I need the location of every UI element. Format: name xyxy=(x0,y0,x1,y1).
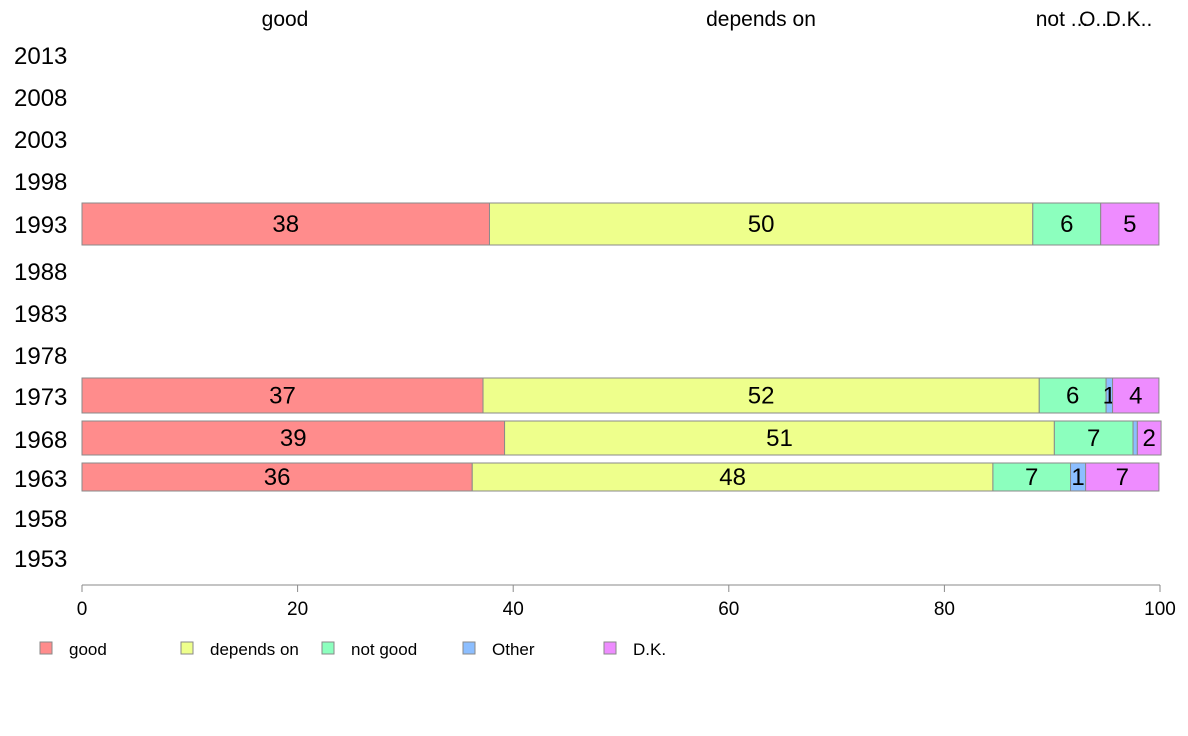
top-label-1: depends on xyxy=(706,8,816,31)
y-tick-label-1968: 1968 xyxy=(14,427,67,454)
legend-swatch-4 xyxy=(603,641,617,655)
x-tick-label-80: 80 xyxy=(934,599,955,620)
data-label-1963-2: 7 xyxy=(1025,464,1038,491)
bar-1963-not-good xyxy=(992,462,1072,492)
top-category-labels: good depends on not ...O...D.K.. xyxy=(262,8,1153,31)
legend-swatch-0 xyxy=(39,641,53,655)
bar-area: 38 50 6 537 52 6 1 439 51 7 236 48 7 1 7 xyxy=(81,202,1162,492)
bar-1963-depends-on xyxy=(471,462,994,492)
data-label-1973-1: 52 xyxy=(748,383,775,410)
bar-1993-not-good xyxy=(1032,202,1102,246)
bar-1968-depends-on xyxy=(504,420,1055,456)
bar-1993-d-k- xyxy=(1100,202,1160,246)
legend-label-0: good xyxy=(69,640,107,659)
top-label-3: O... xyxy=(1079,8,1113,31)
data-label-1963-0: 36 xyxy=(264,464,291,491)
y-tick-label-1978: 1978 xyxy=(14,343,67,370)
legend-swatch-2 xyxy=(321,641,335,655)
y-tick-label-1963: 1963 xyxy=(14,466,67,493)
data-label-1973-0: 37 xyxy=(269,383,296,410)
bar-1973-good xyxy=(81,377,484,414)
legend-swatch-1 xyxy=(180,641,194,655)
bar-1968-not-good xyxy=(1053,420,1134,456)
data-label-1973-2: 6 xyxy=(1066,383,1079,410)
y-axis-year-labels: 2013 2008 2003 1998 1993 1988 1983 1978 1973 1968… xyxy=(14,43,67,573)
y-tick-label-2013: 2013 xyxy=(14,43,67,70)
data-label-1968-1: 51 xyxy=(766,425,793,452)
y-tick-label-1958: 1958 xyxy=(14,506,67,533)
data-label-1993-2: 6 xyxy=(1060,211,1073,238)
data-label-1968-2: 7 xyxy=(1087,425,1100,452)
x-tick-label-20: 20 xyxy=(287,599,308,620)
bar-1973-depends-on xyxy=(482,377,1040,414)
bar-1993-good xyxy=(81,202,490,246)
bar-1973-d-k- xyxy=(1112,377,1160,414)
y-tick-label-1993: 1993 xyxy=(14,212,67,239)
top-label-2: not ... xyxy=(1036,8,1089,31)
y-tick-label-2008: 2008 xyxy=(14,85,67,112)
top-label-4: D.K.. xyxy=(1106,8,1153,31)
bar-1963-good xyxy=(81,462,473,492)
x-tick-label-100: 100 xyxy=(1144,599,1176,620)
x-tick-label-60: 60 xyxy=(718,599,739,620)
legend: good depends on not good Other D.K. xyxy=(39,640,666,659)
data-label-1973-4: 4 xyxy=(1129,383,1142,410)
data-label-1963-3: 1 xyxy=(1071,464,1084,491)
x-tick-label-40: 40 xyxy=(503,599,524,620)
bar-1968-d-k- xyxy=(1136,420,1162,456)
y-tick-label-1973: 1973 xyxy=(14,384,67,411)
legend-label-2: not good xyxy=(351,640,417,659)
data-label-1993-1: 50 xyxy=(748,211,775,238)
y-tick-label-1998: 1998 xyxy=(14,169,67,196)
top-label-0: good xyxy=(262,8,309,31)
y-tick-label-1983: 1983 xyxy=(14,301,67,328)
data-label-1968-0: 39 xyxy=(280,425,307,452)
bar-1963-d-k- xyxy=(1085,462,1160,492)
data-label-1963-1: 48 xyxy=(719,464,746,491)
bar-1968-other xyxy=(1132,420,1138,456)
bar-1973-not-good xyxy=(1038,377,1107,414)
data-label-1993-0: 38 xyxy=(272,211,299,238)
y-tick-label-2003: 2003 xyxy=(14,127,67,154)
y-tick-label-1988: 1988 xyxy=(14,259,67,286)
data-label-1968-4: 2 xyxy=(1143,425,1156,452)
data-label-1963-4: 7 xyxy=(1116,464,1129,491)
legend-label-3: Other xyxy=(492,640,535,659)
legend-swatch-3 xyxy=(462,641,476,655)
legend-label-1: depends on xyxy=(210,640,299,659)
legend-label-4: D.K. xyxy=(633,640,666,659)
data-label-1993-4: 5 xyxy=(1123,211,1136,238)
x-tick-label-0: 0 xyxy=(77,599,88,620)
x-axis: 0 20 40 60 80 100 xyxy=(77,584,1176,620)
y-tick-label-1953: 1953 xyxy=(14,546,67,573)
